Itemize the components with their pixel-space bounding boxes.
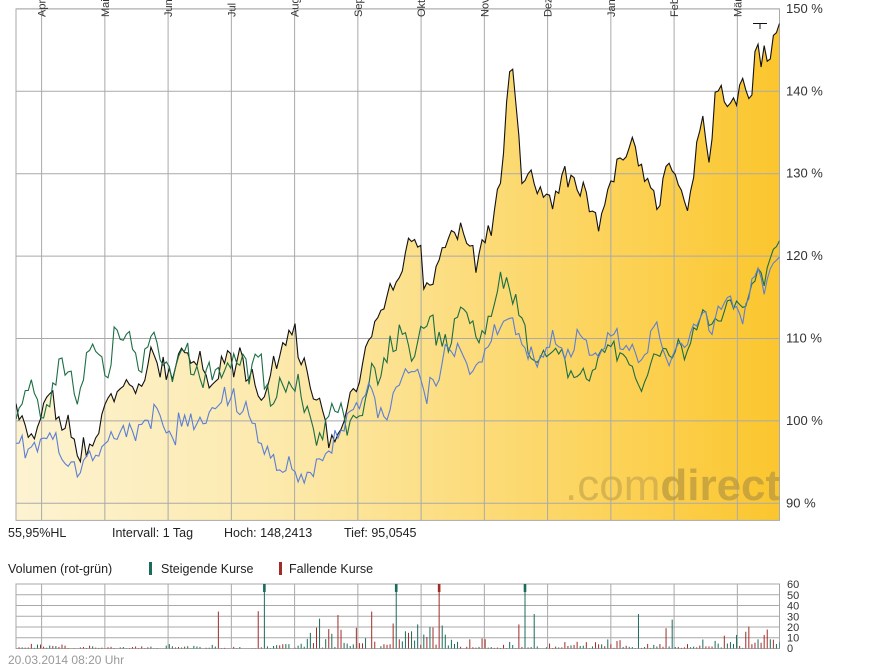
svg-text:Mär: Mär: [732, 0, 744, 17]
svg-text:.comdirect: .comdirect: [565, 461, 781, 510]
svg-text:Steigende Kurse: Steigende Kurse: [161, 562, 253, 576]
svg-text:Jan: Jan: [606, 0, 618, 17]
svg-text:130 %: 130 %: [786, 166, 823, 181]
svg-text:110 %: 110 %: [786, 331, 822, 346]
svg-text:Volumen (rot-grün): Volumen (rot-grün): [8, 562, 112, 576]
svg-text:Sep: Sep: [353, 0, 365, 17]
svg-text:140 %: 140 %: [786, 83, 823, 98]
svg-text:Jul: Jul: [226, 3, 238, 17]
svg-text:0: 0: [787, 643, 793, 655]
svg-text:Mai: Mai: [100, 0, 112, 17]
svg-text:Apr: Apr: [37, 0, 49, 17]
svg-text:150 %: 150 %: [786, 1, 823, 16]
svg-text:Hoch: 148,2413: Hoch: 148,2413: [224, 526, 312, 540]
svg-text:90 %: 90 %: [786, 495, 816, 510]
svg-text:Dez: Dez: [543, 0, 555, 17]
svg-text:Aug: Aug: [290, 0, 302, 17]
svg-text:Jun: Jun: [163, 0, 175, 17]
svg-text:Intervall: 1 Tag: Intervall: 1 Tag: [112, 526, 193, 540]
svg-text:100 %: 100 %: [786, 413, 823, 428]
svg-text:120 %: 120 %: [786, 248, 823, 263]
svg-text:Feb: Feb: [669, 0, 681, 17]
svg-text:20.03.2014 08:20 Uhr: 20.03.2014 08:20 Uhr: [8, 653, 124, 667]
svg-text:55,95%HL: 55,95%HL: [8, 526, 66, 540]
svg-text:Tief: 95,0545: Tief: 95,0545: [344, 526, 417, 540]
svg-text:Nov: Nov: [479, 0, 491, 17]
svg-text:Okt: Okt: [416, 0, 428, 17]
svg-text:Fallende Kurse: Fallende Kurse: [289, 562, 373, 576]
